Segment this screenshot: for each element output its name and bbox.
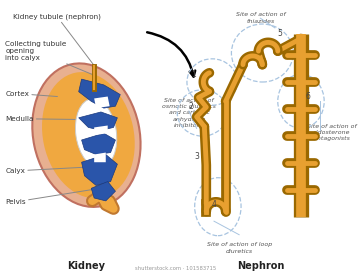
Ellipse shape <box>32 63 140 207</box>
Ellipse shape <box>42 72 135 198</box>
Text: 2: 2 <box>189 102 193 111</box>
Text: Nephron: Nephron <box>237 261 284 271</box>
Text: Site of action of
thiazides: Site of action of thiazides <box>235 12 285 24</box>
Text: shutterstock.com · 101583715: shutterstock.com · 101583715 <box>135 267 216 271</box>
Text: Pelvis: Pelvis <box>5 188 100 205</box>
Text: Kidney: Kidney <box>68 261 105 271</box>
Polygon shape <box>82 133 116 155</box>
Text: 3: 3 <box>195 152 200 161</box>
Text: Calyx: Calyx <box>5 166 106 174</box>
Text: Site of action of loop
diuretics: Site of action of loop diuretics <box>206 242 272 254</box>
Polygon shape <box>91 181 116 201</box>
Polygon shape <box>79 112 117 130</box>
Text: Collecting tubule
opening
into calyx: Collecting tubule opening into calyx <box>5 41 94 75</box>
Text: Cortex: Cortex <box>5 91 57 97</box>
Text: Kidney tubule (nephron): Kidney tubule (nephron) <box>13 13 101 66</box>
Text: 1: 1 <box>191 70 196 79</box>
Polygon shape <box>94 97 110 108</box>
Text: Site of action of
aldosterone
antagonists: Site of action of aldosterone antagonist… <box>307 123 357 141</box>
Polygon shape <box>94 153 106 162</box>
Ellipse shape <box>75 99 117 168</box>
Polygon shape <box>82 155 117 185</box>
Polygon shape <box>94 125 108 135</box>
Text: 6: 6 <box>306 92 311 101</box>
Text: Medulla: Medulla <box>5 116 98 122</box>
Text: 4: 4 <box>212 200 217 209</box>
Text: Site of action of
osmotic diuretics
and carbonic
anhydrase
inhibitors: Site of action of osmotic diuretics and … <box>162 98 216 128</box>
Text: 5: 5 <box>278 29 283 38</box>
Polygon shape <box>79 79 120 108</box>
